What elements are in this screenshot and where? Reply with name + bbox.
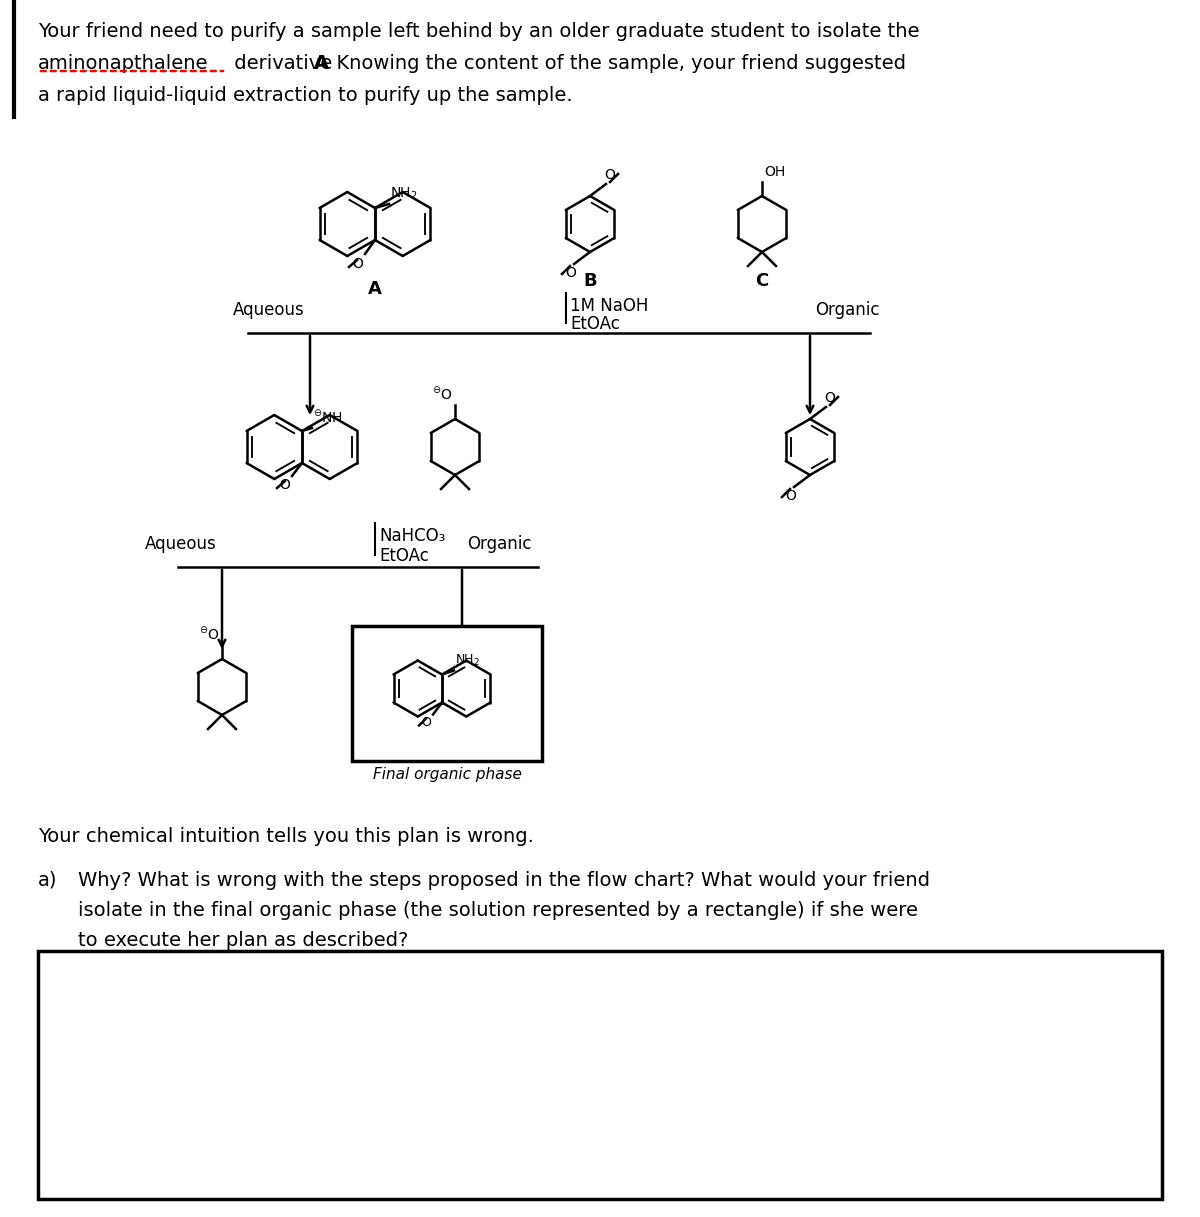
Text: OH: OH — [764, 166, 785, 179]
Text: B: B — [583, 273, 596, 290]
Text: 1M NaOH: 1M NaOH — [570, 297, 648, 315]
Text: Final organic phase: Final organic phase — [372, 767, 522, 783]
Text: derivative: derivative — [228, 54, 338, 73]
Text: NH$_2$: NH$_2$ — [390, 186, 418, 202]
Bar — [38, 950, 1162, 1199]
Text: Aqueous: Aqueous — [145, 535, 217, 553]
Text: aminonapthalene: aminonapthalene — [38, 54, 209, 73]
Text: EtOAc: EtOAc — [379, 546, 428, 565]
Text: EtOAc: EtOAc — [570, 315, 620, 333]
Text: NaHCO₃: NaHCO₃ — [379, 527, 445, 545]
Text: isolate in the final organic phase (the solution represented by a rectangle) if : isolate in the final organic phase (the … — [78, 901, 918, 920]
Text: a rapid liquid-liquid extraction to purify up the sample.: a rapid liquid-liquid extraction to puri… — [38, 86, 572, 105]
Text: Your friend need to purify a sample left behind by an older graduate student to : Your friend need to purify a sample left… — [38, 22, 919, 41]
Text: $^{\ominus}$O: $^{\ominus}$O — [432, 386, 454, 403]
Text: . Knowing the content of the sample, your friend suggested: . Knowing the content of the sample, you… — [324, 54, 906, 73]
Bar — [352, 626, 542, 761]
Text: $^{\ominus}$NH: $^{\ominus}$NH — [313, 409, 343, 426]
Text: Aqueous: Aqueous — [233, 301, 305, 319]
Text: O: O — [565, 267, 576, 280]
Text: O: O — [824, 391, 835, 405]
Text: Organic: Organic — [815, 301, 880, 319]
Text: A: A — [368, 280, 382, 298]
Text: Why? What is wrong with the steps proposed in the flow chart? What would your fr: Why? What is wrong with the steps propos… — [78, 871, 930, 890]
Text: O: O — [785, 489, 796, 503]
Text: O: O — [421, 717, 431, 729]
Text: O: O — [352, 257, 364, 271]
Text: $^{\ominus}$O: $^{\ominus}$O — [199, 626, 220, 643]
Text: NH$_2$: NH$_2$ — [455, 654, 480, 668]
Text: to execute her plan as described?: to execute her plan as described? — [78, 931, 408, 950]
Text: Your chemical intuition tells you this plan is wrong.: Your chemical intuition tells you this p… — [38, 828, 534, 846]
Text: a): a) — [38, 871, 58, 890]
Text: A: A — [314, 54, 329, 73]
Text: Organic: Organic — [467, 535, 532, 553]
Text: O: O — [604, 168, 614, 183]
Text: C: C — [755, 273, 769, 290]
Text: O: O — [280, 478, 290, 492]
